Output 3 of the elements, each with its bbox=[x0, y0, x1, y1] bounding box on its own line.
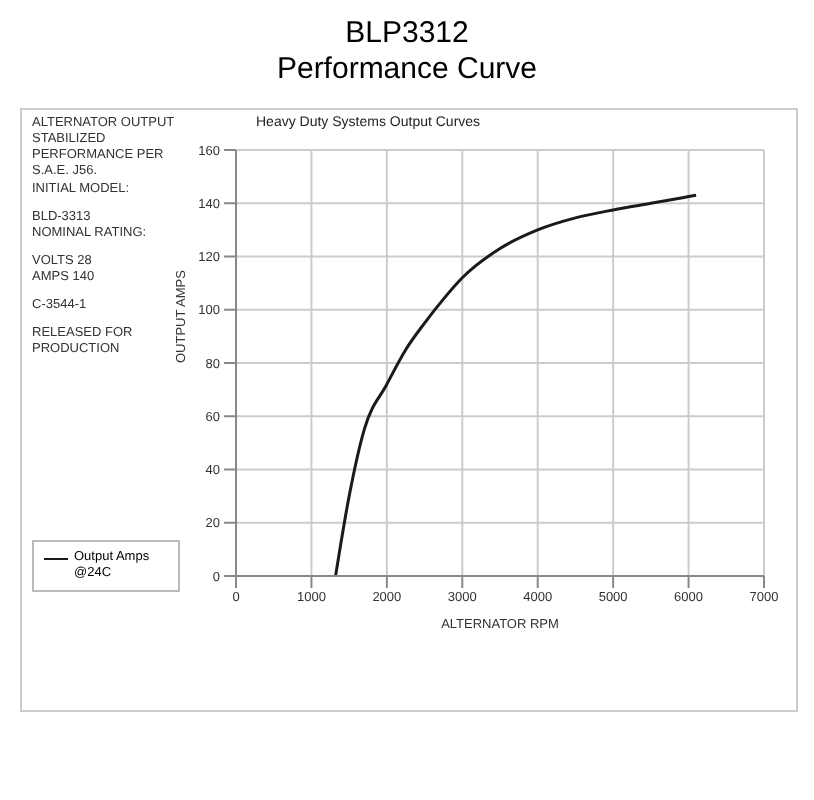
chart-title: BLP3312 bbox=[343, 16, 471, 52]
line-series bbox=[334, 193, 698, 576]
chart-subtitle: Performance Curve bbox=[274, 52, 540, 88]
